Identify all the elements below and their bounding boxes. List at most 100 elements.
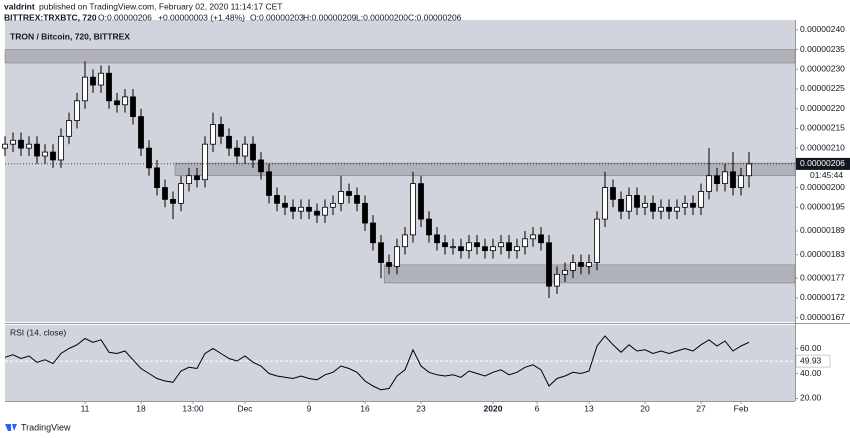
candle-body — [402, 234, 408, 248]
candle-body — [354, 195, 360, 204]
candle-body — [698, 191, 704, 208]
candle-body — [394, 246, 400, 267]
candle-body — [634, 195, 640, 208]
candle-body — [602, 187, 608, 220]
candle-body — [730, 171, 736, 188]
y-tick-label: 0.00000225 — [800, 83, 845, 93]
candle-body — [554, 273, 560, 287]
x-tick-label: 13 — [584, 403, 594, 413]
candle-body — [450, 246, 456, 249]
rsi-pane — [5, 325, 795, 401]
candle-body — [514, 246, 520, 252]
y-tick-label: 60.00 — [800, 343, 822, 353]
candle-body — [138, 116, 144, 149]
symbol: BITTREX:TRXBTC, 720 — [4, 12, 97, 22]
y-tick-label: 20.00 — [800, 392, 822, 402]
candle-body — [130, 96, 136, 117]
candle-body — [178, 183, 184, 204]
candle-body — [210, 124, 216, 145]
candle-body — [58, 135, 64, 161]
candle-body — [490, 246, 496, 252]
change: +0.00000003 (+1.48%) — [158, 12, 245, 22]
x-tick-label: 11 — [81, 403, 90, 413]
candle-body — [546, 242, 552, 287]
candle-body — [34, 143, 40, 157]
candle-body — [562, 269, 568, 275]
candle-body — [682, 202, 688, 208]
candle-body — [594, 218, 600, 263]
candle-body — [242, 143, 248, 157]
author: valdrint — [4, 1, 35, 11]
candle-body — [506, 242, 512, 252]
candle-body — [474, 242, 480, 248]
candle-body — [658, 206, 664, 212]
candle-body — [570, 262, 576, 271]
y-tick-label: 0.00000220 — [800, 103, 845, 113]
last-price-box — [796, 157, 850, 170]
published: published on TradingView.com, February 0… — [39, 1, 283, 11]
y-tick-label: 0.00000189 — [800, 225, 845, 235]
candle-body — [714, 175, 720, 185]
candle-body — [378, 242, 384, 263]
candle-body — [98, 72, 104, 86]
x-tick-label: Dec — [237, 403, 253, 413]
candle-body — [586, 262, 592, 267]
candle-body — [66, 120, 72, 137]
x-tick-label: 20 — [640, 403, 650, 413]
candle-body — [610, 187, 616, 200]
candle-body — [122, 96, 128, 106]
x-tick-label: 23 — [416, 403, 426, 413]
rsi-line — [4, 335, 750, 391]
candle-body — [18, 139, 24, 149]
candle-body — [578, 262, 584, 267]
candle-body — [106, 72, 112, 102]
candle-body — [674, 206, 680, 212]
y-tick-label: 0.00000240 — [800, 24, 845, 34]
x-tick-label: 27 — [696, 403, 706, 413]
candle-body — [266, 171, 272, 196]
zone — [4, 49, 796, 64]
ohlc-high: H:0.00000209 — [303, 12, 357, 22]
candle-body — [434, 234, 440, 244]
candle-body — [386, 262, 392, 267]
candle-body — [346, 191, 352, 196]
marker-box — [795, 354, 831, 368]
candle-body — [202, 143, 208, 181]
candle-body — [482, 246, 488, 252]
candle-body — [50, 151, 56, 161]
candle-body — [226, 135, 232, 149]
x-tick-label: 13:00 — [182, 403, 204, 413]
candle-body — [370, 222, 376, 244]
candle-body — [314, 210, 320, 216]
candle-body — [322, 206, 328, 216]
candle-body — [642, 202, 648, 208]
x-tick-label: Feb — [734, 403, 749, 413]
chart-title: TRON / Bitcoin, 720, BITTREX — [10, 31, 130, 41]
y-tick-label: 0.00000200 — [800, 182, 845, 192]
candle-body — [418, 183, 424, 220]
marker-label: 49.93 — [800, 355, 822, 365]
candle-body — [426, 218, 432, 236]
candle-body — [258, 159, 264, 173]
candle-body — [250, 143, 256, 161]
zone — [383, 264, 796, 284]
candle-body — [522, 238, 528, 248]
ohlc-open: O:0.00000203 — [250, 12, 304, 22]
candle-body — [170, 198, 176, 204]
candle-body — [26, 143, 32, 149]
candle-body — [650, 202, 656, 212]
candle-body — [362, 202, 368, 224]
footer-brand: TradingView — [21, 422, 71, 432]
candle-body — [530, 234, 536, 240]
candle-body — [338, 191, 344, 204]
y-tick-label: 0.00000167 — [800, 312, 845, 322]
candle-body — [690, 202, 696, 208]
candle-body — [706, 175, 712, 192]
candle-body — [194, 175, 200, 181]
y-tick-label: 0.00000215 — [800, 123, 845, 133]
candle-body — [746, 163, 752, 177]
x-tick-label: 6 — [535, 403, 540, 413]
candle-body — [626, 195, 632, 212]
candle-body — [154, 167, 160, 188]
candle-body — [82, 76, 88, 102]
